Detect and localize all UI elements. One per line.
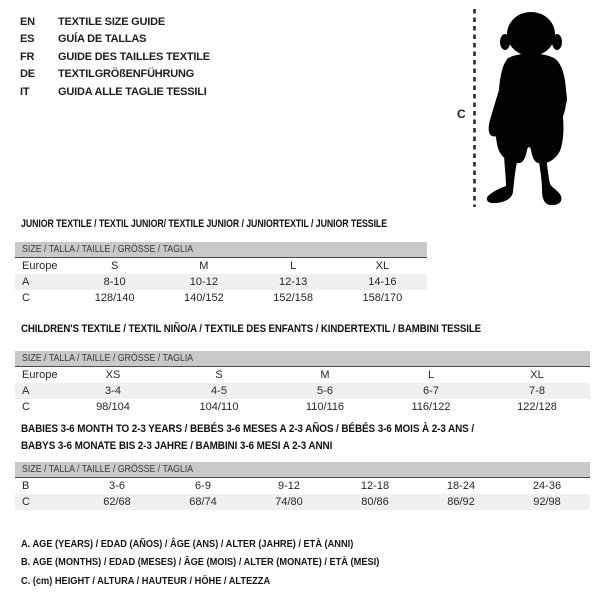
- value-cell: 152/158: [273, 292, 313, 304]
- value-cell: 3-4: [105, 385, 121, 397]
- value-cell: 158/170: [362, 292, 403, 304]
- value-cell: 80/86: [361, 496, 389, 508]
- language-title: GUÍA DE TALLAS: [58, 33, 147, 46]
- region-header-row: Europe XS S M L XL: [15, 367, 590, 383]
- size-col-header: XL: [530, 369, 544, 381]
- size-header-bar: SIZE / TALLA / TAILLE / GRÖSSE / TAGLIA: [15, 462, 590, 478]
- region-header-row: Europe S M L XL: [15, 258, 427, 274]
- value-cell: 18-24: [446, 480, 476, 492]
- value-cell: 4-5: [211, 385, 227, 397]
- value-cell: 14-16: [368, 276, 397, 288]
- value-cell: 6-9: [195, 480, 211, 492]
- language-code: EN: [20, 15, 35, 28]
- junior-table: SIZE / TALLA / TAILLE / GRÖSSE / TAGLIA …: [15, 242, 427, 306]
- size-col-header: L: [427, 369, 435, 381]
- note-line-c: C. (cm) HEIGHT / ALTURA / HAUTEUR / HÖHE…: [21, 574, 271, 587]
- value-cell: 12-13: [279, 276, 308, 288]
- value-cell: 86/92: [447, 496, 475, 508]
- table-row-age: A 8-10 10-12 12-13 14-16: [15, 274, 427, 290]
- value-cell: 74/80: [275, 496, 303, 508]
- row-label: Europe: [22, 369, 58, 381]
- language-title: GUIDA ALLE TAGLIE TESSILI: [58, 85, 207, 98]
- value-cell: 9-12: [277, 480, 301, 492]
- size-col-header: S: [110, 260, 119, 272]
- row-label: A: [22, 385, 30, 397]
- table-row-age: A 3-4 4-5 5-6 6-7 7-8: [15, 383, 590, 399]
- language-row: IT GUIDA ALLE TAGLIE TESSILI: [20, 83, 210, 101]
- note-line-a: A. AGE (YEARS) / EDAD (AÑOS) / ÂGE (ANS)…: [21, 538, 354, 550]
- value-cell: 7-8: [529, 385, 545, 397]
- value-cell: 6-7: [423, 385, 439, 397]
- table-row-height: C 62/68 68/74 74/80 80/86 86/92 92/98: [15, 494, 590, 510]
- height-measure-line: [473, 9, 476, 207]
- value-cell: 122/128: [517, 401, 557, 413]
- value-cell: 110/116: [305, 401, 345, 413]
- babies-table-title: BABIES 3-6 MONTH TO 2-3 YEARS / BEBÉS 3-…: [21, 423, 474, 452]
- value-cell: 140/152: [183, 292, 224, 304]
- language-code: IT: [20, 85, 30, 98]
- size-col-header: M: [320, 369, 330, 381]
- row-label: C: [22, 496, 30, 508]
- table-row-age-months: B 3-6 6-9 9-12 12-18 18-24 24-36: [15, 478, 590, 494]
- size-col-header: M: [199, 260, 209, 272]
- language-code: ES: [20, 33, 35, 46]
- row-label: C: [22, 292, 30, 304]
- language-row: FR GUIDE DES TAILLES TEXTILE: [20, 48, 210, 66]
- value-cell: 3-6: [109, 480, 125, 492]
- table-row-height: C 98/104 104/110 110/116 116/122 122/128: [15, 399, 590, 415]
- language-code: DE: [20, 68, 35, 81]
- language-title: TEXTILGRÖßENFÜHRUNG: [58, 68, 195, 81]
- junior-table-title: JUNIOR TEXTILE / TEXTIL JUNIOR/ TEXTILE …: [21, 218, 388, 230]
- row-label: B: [22, 480, 30, 492]
- value-cell: 8-10: [103, 276, 126, 288]
- language-title: TEXTILE SIZE GUIDE: [58, 15, 166, 28]
- measure-label: C: [457, 107, 466, 121]
- language-row: ES GUÍA DE TALLAS: [20, 31, 210, 49]
- value-cell: 116/122: [411, 401, 451, 413]
- toddler-silhouette-icon: [486, 12, 567, 206]
- value-cell: 92/98: [533, 496, 561, 508]
- note-line-b: B. AGE (MONTHS) / EDAD (MESES) / ÂGE (MO…: [21, 556, 380, 569]
- language-title: GUIDE DES TAILLES TEXTILE: [58, 50, 210, 63]
- value-cell: 98/104: [96, 401, 130, 413]
- size-col-header: XS: [105, 369, 121, 381]
- value-cell: 12-18: [360, 480, 390, 492]
- babies-table: SIZE / TALLA / TAILLE / GRÖSSE / TAGLIA …: [15, 462, 590, 510]
- legend-notes: A. AGE (YEARS) / EDAD (AÑOS) / ÂGE (ANS)…: [21, 535, 428, 590]
- row-label: A: [22, 276, 30, 288]
- value-cell: 24-36: [532, 480, 562, 492]
- language-code: FR: [20, 50, 35, 63]
- value-cell: 104/110: [199, 401, 239, 413]
- size-header-bar: SIZE / TALLA / TAILLE / GRÖSSE / TAGLIA: [15, 242, 427, 258]
- language-row: EN TEXTILE SIZE GUIDE: [20, 13, 210, 31]
- size-col-header: XL: [375, 260, 390, 272]
- row-label: Europe: [22, 260, 58, 272]
- size-header-bar: SIZE / TALLA / TAILLE / GRÖSSE / TAGLIA: [15, 351, 590, 367]
- value-cell: 128/140: [94, 292, 135, 304]
- language-row: DE TEXTILGRÖßENFÜHRUNG: [20, 66, 210, 84]
- size-col-header: S: [215, 369, 223, 381]
- value-cell: 68/74: [189, 496, 217, 508]
- row-label: C: [22, 401, 30, 413]
- value-cell: 5-6: [317, 385, 333, 397]
- language-list: EN TEXTILE SIZE GUIDE ES GUÍA DE TALLAS …: [20, 13, 210, 101]
- size-col-header: L: [290, 260, 297, 272]
- children-table-title: CHILDREN'S TEXTILE / TEXTIL NIÑO/A / TEX…: [21, 323, 482, 335]
- value-cell: 62/68: [103, 496, 131, 508]
- children-table: SIZE / TALLA / TAILLE / GRÖSSE / TAGLIA …: [15, 351, 590, 415]
- value-cell: 10-12: [189, 276, 218, 288]
- table-row-height: C 128/140 140/152 152/158 158/170: [15, 290, 427, 306]
